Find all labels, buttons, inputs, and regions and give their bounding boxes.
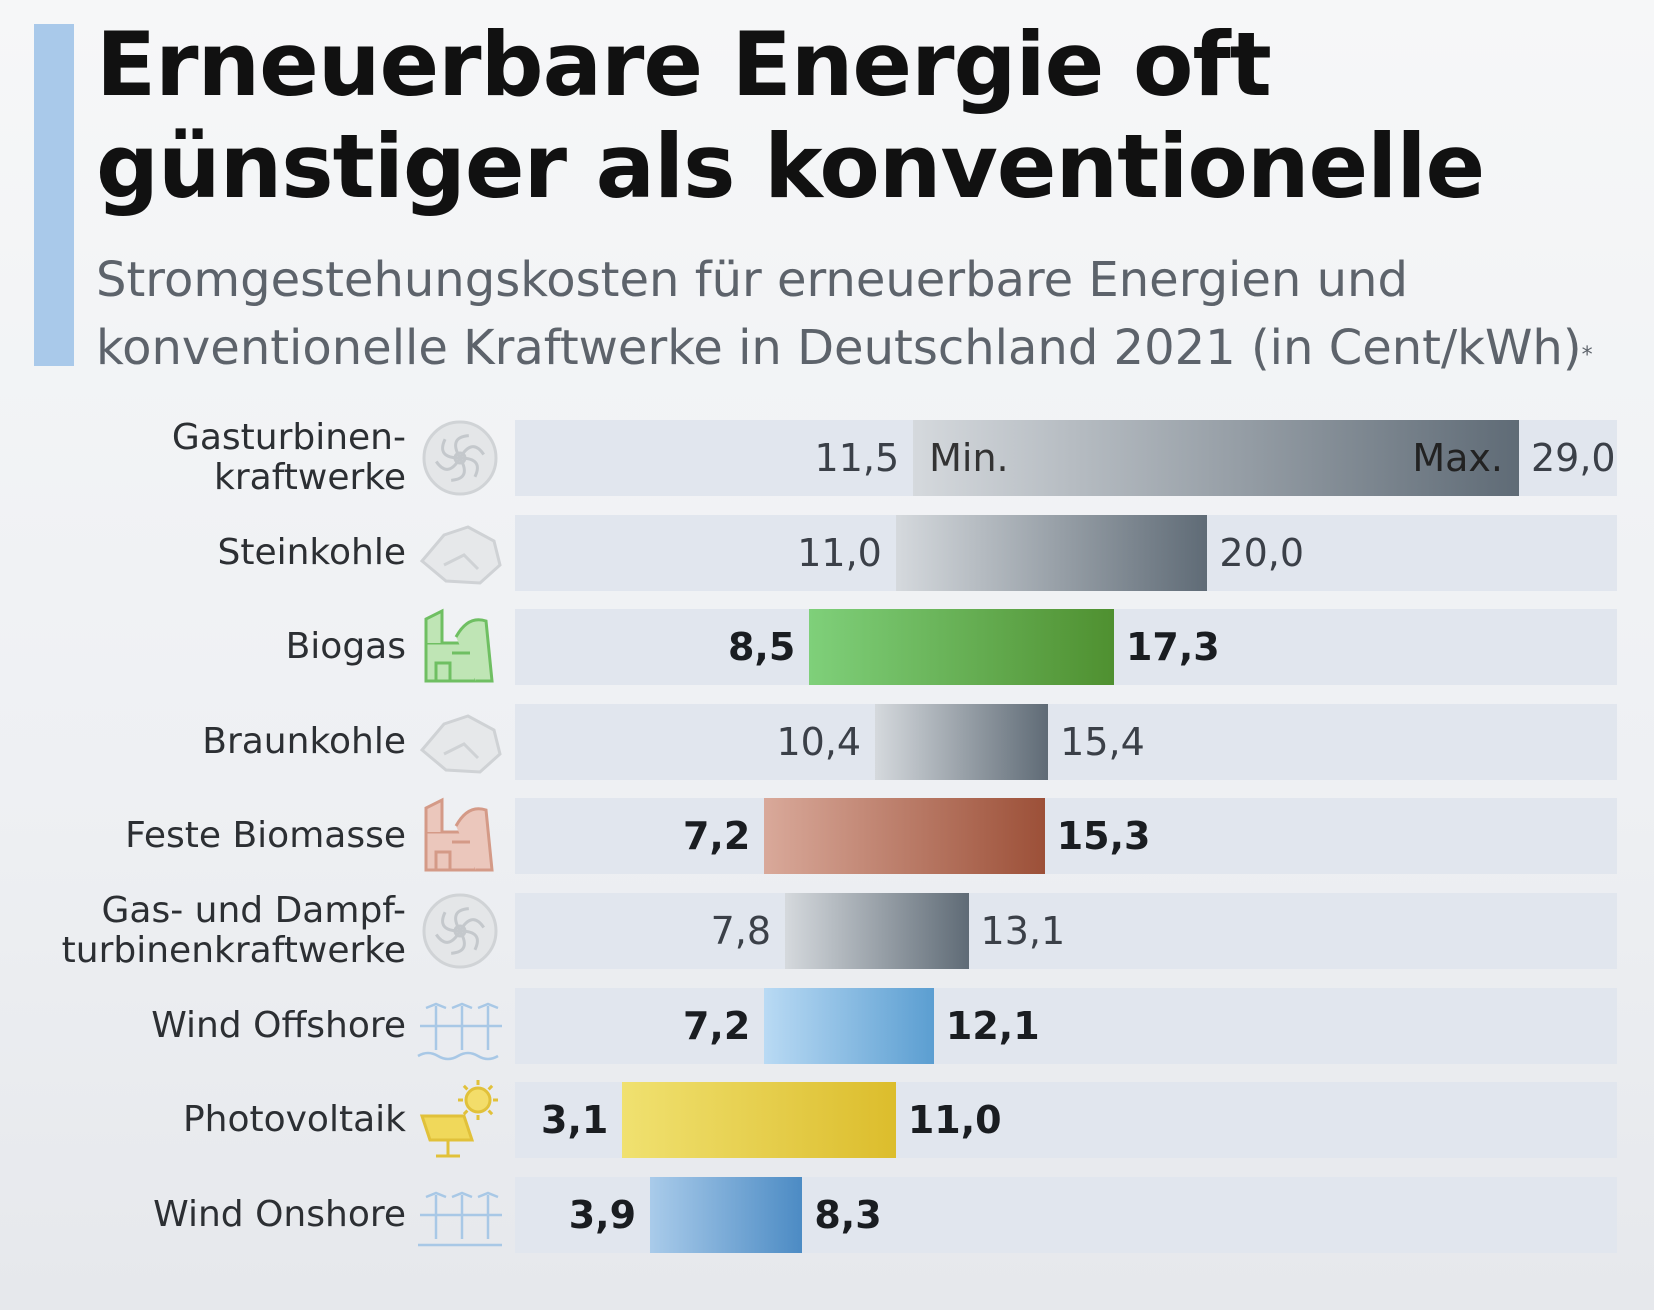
category-label: Biogas (285, 626, 406, 668)
bar-track: 10,4 15,4 (515, 703, 1617, 780)
wind-offshore-icon (417, 1002, 502, 1060)
bar-track: 8,5 17,3 (515, 609, 1617, 686)
chart-row: Photovoltaik 3,1 11,0 (0, 1080, 1654, 1160)
subtitle-text: Stromgestehungskosten für erneuerbare En… (96, 252, 1582, 376)
min-value-label: 11,5 (814, 436, 900, 480)
accent-bar (34, 24, 74, 366)
max-value-label: 29,0 (1531, 436, 1616, 480)
chart-title: Erneuerbare Energie oft günstiger als ko… (96, 13, 1485, 218)
turbine-icon (422, 893, 498, 969)
chart-row: Feste Biomasse 7,2 15,3 (0, 796, 1654, 876)
max-value-label: 17,3 (1125, 625, 1220, 670)
coal-icon (419, 714, 502, 774)
min-legend-label: Min. (929, 436, 1009, 480)
biogas-plant-icon (424, 608, 494, 683)
chart-subtitle: Stromgestehungskosten für erneuerbare En… (96, 246, 1626, 382)
solar-panel-icon (419, 1080, 498, 1158)
range-bar (785, 893, 969, 969)
range-bar-chart: Gasturbinen- kraftwerke 11,5 29,0 Min. Max. S… (0, 417, 1654, 1280)
category-label: Wind Onshore (153, 1193, 406, 1235)
footnote-mark: * (1581, 343, 1593, 368)
min-value-label: 11,0 (797, 530, 882, 575)
chart-row: Steinkohle 11,0 20,0 (0, 513, 1654, 593)
category-label: Gas- und Dampf- turbinenkraftwerke (61, 890, 406, 971)
category-icon (416, 796, 506, 876)
min-value-label: 7,2 (682, 814, 751, 859)
turbine-icon (422, 420, 498, 496)
category-label: Wind Offshore (151, 1004, 406, 1046)
min-value-label: 8,5 (727, 625, 796, 670)
bar-track: 7,2 15,3 (515, 798, 1617, 875)
chart-row: Wind Offshore 7,2 12,1 (0, 986, 1654, 1066)
category-label: Gasturbinen- kraftwerke (171, 417, 406, 498)
category-icon (416, 891, 506, 971)
min-value-label: 10,4 (776, 719, 862, 764)
bar-track: 3,1 11,0 (515, 1082, 1617, 1159)
category-icon (416, 1080, 506, 1160)
max-value-label: 15,3 (1056, 814, 1151, 859)
max-value-label: 11,0 (907, 1098, 1002, 1143)
min-value-label: 3,9 (568, 1192, 637, 1237)
range-bar (895, 514, 1208, 591)
category-label: Feste Biomasse (125, 815, 406, 857)
category-label: Steinkohle (217, 531, 407, 573)
chart-row: Gas- und Dampf- turbinenkraftwerke 7,8 13,… (0, 890, 1654, 971)
bar-track: 3,9 8,3 (515, 1176, 1617, 1253)
category-label: Braunkohle (202, 720, 406, 762)
range-bar (913, 420, 1519, 496)
chart-row: Biogas 8,5 17,3 (0, 607, 1654, 687)
category-icon (416, 702, 506, 782)
chart-row: Wind Onshore 3,9 8,3 (0, 1175, 1654, 1255)
category-icon (416, 418, 506, 498)
bar-track: 11,0 20,0 (515, 514, 1617, 591)
biomass-plant-icon (424, 797, 494, 872)
min-value-label: 3,1 (541, 1098, 609, 1143)
range-bar (622, 1082, 896, 1159)
range-bar (875, 703, 1049, 780)
bar-track: 7,2 12,1 (515, 987, 1617, 1064)
max-value-label: 8,3 (814, 1192, 882, 1237)
max-value-label: 13,1 (980, 909, 1066, 953)
bar-track: 7,8 13,1 (515, 893, 1617, 969)
range-bar (650, 1176, 803, 1253)
range-bar (764, 987, 934, 1064)
max-value-label: 12,1 (945, 1003, 1040, 1048)
category-icon (416, 513, 506, 593)
category-icon (416, 986, 506, 1066)
max-legend-label: Max. (1412, 436, 1503, 480)
max-value-label: 15,4 (1060, 719, 1145, 764)
min-value-label: 7,8 (710, 909, 772, 953)
bar-track: 11,5 29,0 Min. Max. (515, 420, 1617, 496)
category-icon (416, 1175, 506, 1255)
range-bar (809, 609, 1114, 686)
chart-row: Braunkohle 10,4 15,4 (0, 702, 1654, 782)
chart-row: Gasturbinen- kraftwerke 11,5 29,0 Min. Max. (0, 417, 1654, 498)
coal-icon (419, 524, 502, 585)
category-icon (416, 607, 506, 687)
range-bar (764, 798, 1045, 875)
wind-onshore-icon (418, 1191, 502, 1247)
category-label: Photovoltaik (182, 1099, 406, 1141)
min-value-label: 7,2 (682, 1003, 751, 1048)
max-value-label: 20,0 (1219, 530, 1305, 575)
